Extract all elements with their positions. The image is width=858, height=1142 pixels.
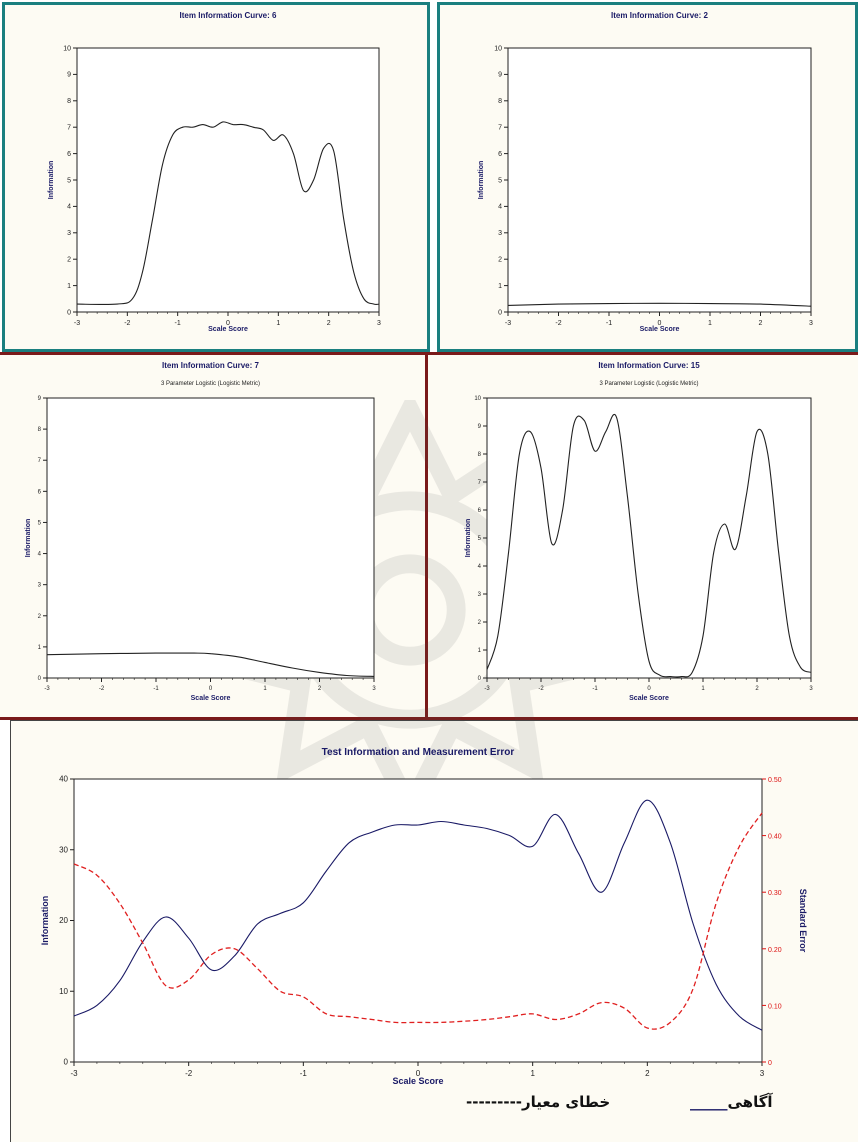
watermark-rosette-icon [200, 400, 620, 820]
item-2-panel [437, 2, 858, 352]
legend-information-label: آگاهی [727, 1093, 773, 1111]
legend-standard-error: خطای معیار--------- [466, 1093, 610, 1111]
legend-standard-error-label: خطای معیار [522, 1093, 611, 1111]
legend-information-line: _____ [690, 1093, 728, 1111]
legend-standard-error-line: --------- [466, 1093, 523, 1111]
legend-information: آگاهی_____ [690, 1093, 773, 1111]
item-6-panel [2, 2, 430, 352]
